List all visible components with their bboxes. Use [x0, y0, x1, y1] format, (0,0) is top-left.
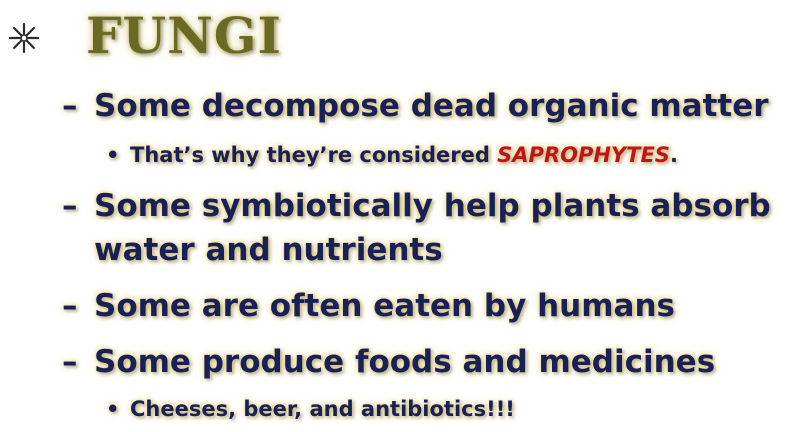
asterisk-bullet-icon — [8, 22, 40, 54]
slide-title: FUNGI — [86, 5, 282, 65]
dash-marker: – — [62, 188, 78, 224]
point-symbiotic-continued: water and nutrients — [94, 230, 443, 270]
saprophytes-highlight: SAPROPHYTES — [497, 143, 670, 167]
subpoint-saprophytes: • That’s why they’re considered SAPROPHYT… — [106, 140, 678, 170]
bullet-marker: • — [106, 397, 120, 421]
subpoint-text: Cheeses, beer, and antibiotics!!! — [130, 397, 515, 421]
subpoint-cheeses: • Cheeses, beer, and antibiotics!!! — [106, 394, 515, 424]
point-decompose: – Some decompose dead organic matter — [62, 86, 769, 126]
point-symbiotic: – Some symbiotically help plants absorb — [62, 186, 771, 226]
dash-marker: – — [62, 288, 78, 324]
subpoint-text: That’s why they’re considered — [130, 143, 498, 167]
point-foods-medicines: – Some produce foods and medicines — [62, 342, 715, 382]
dash-marker: – — [62, 344, 78, 380]
subpoint-text-end: . — [669, 143, 678, 167]
point-text: Some produce foods and medicines — [94, 344, 716, 380]
point-text: Some decompose dead organic matter — [94, 88, 769, 124]
bullet-marker: • — [106, 143, 120, 167]
point-eaten: – Some are often eaten by humans — [62, 286, 675, 326]
dash-marker: – — [62, 88, 78, 124]
point-text-continued: water and nutrients — [94, 232, 443, 268]
title-row: FUNGI — [6, 2, 282, 68]
point-text: Some are often eaten by humans — [94, 288, 675, 324]
point-text: Some symbiotically help plants absorb — [94, 188, 771, 224]
